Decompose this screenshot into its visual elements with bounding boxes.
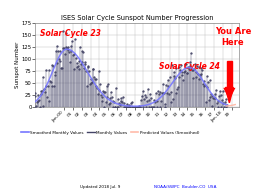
Bar xyxy=(227,61,232,88)
Polygon shape xyxy=(225,88,233,103)
Legend: Smoothed Monthly Values, Monthly Values, Predicted Values (Smoothed): Smoothed Monthly Values, Monthly Values,… xyxy=(21,131,200,135)
Text: Solar Cycle 24: Solar Cycle 24 xyxy=(159,62,220,71)
Text: NOAA/SWPC  Boulder,CO  USA: NOAA/SWPC Boulder,CO USA xyxy=(154,185,217,189)
Text: Solar Cycle 23: Solar Cycle 23 xyxy=(40,29,101,38)
Y-axis label: Sunspot Number: Sunspot Number xyxy=(15,42,20,88)
Text: You Are
Here: You Are Here xyxy=(215,27,251,47)
Text: Updated 2018 Jul. 9: Updated 2018 Jul. 9 xyxy=(80,185,120,189)
Title: ISES Solar Cycle Sunspot Number Progression: ISES Solar Cycle Sunspot Number Progress… xyxy=(61,15,213,21)
